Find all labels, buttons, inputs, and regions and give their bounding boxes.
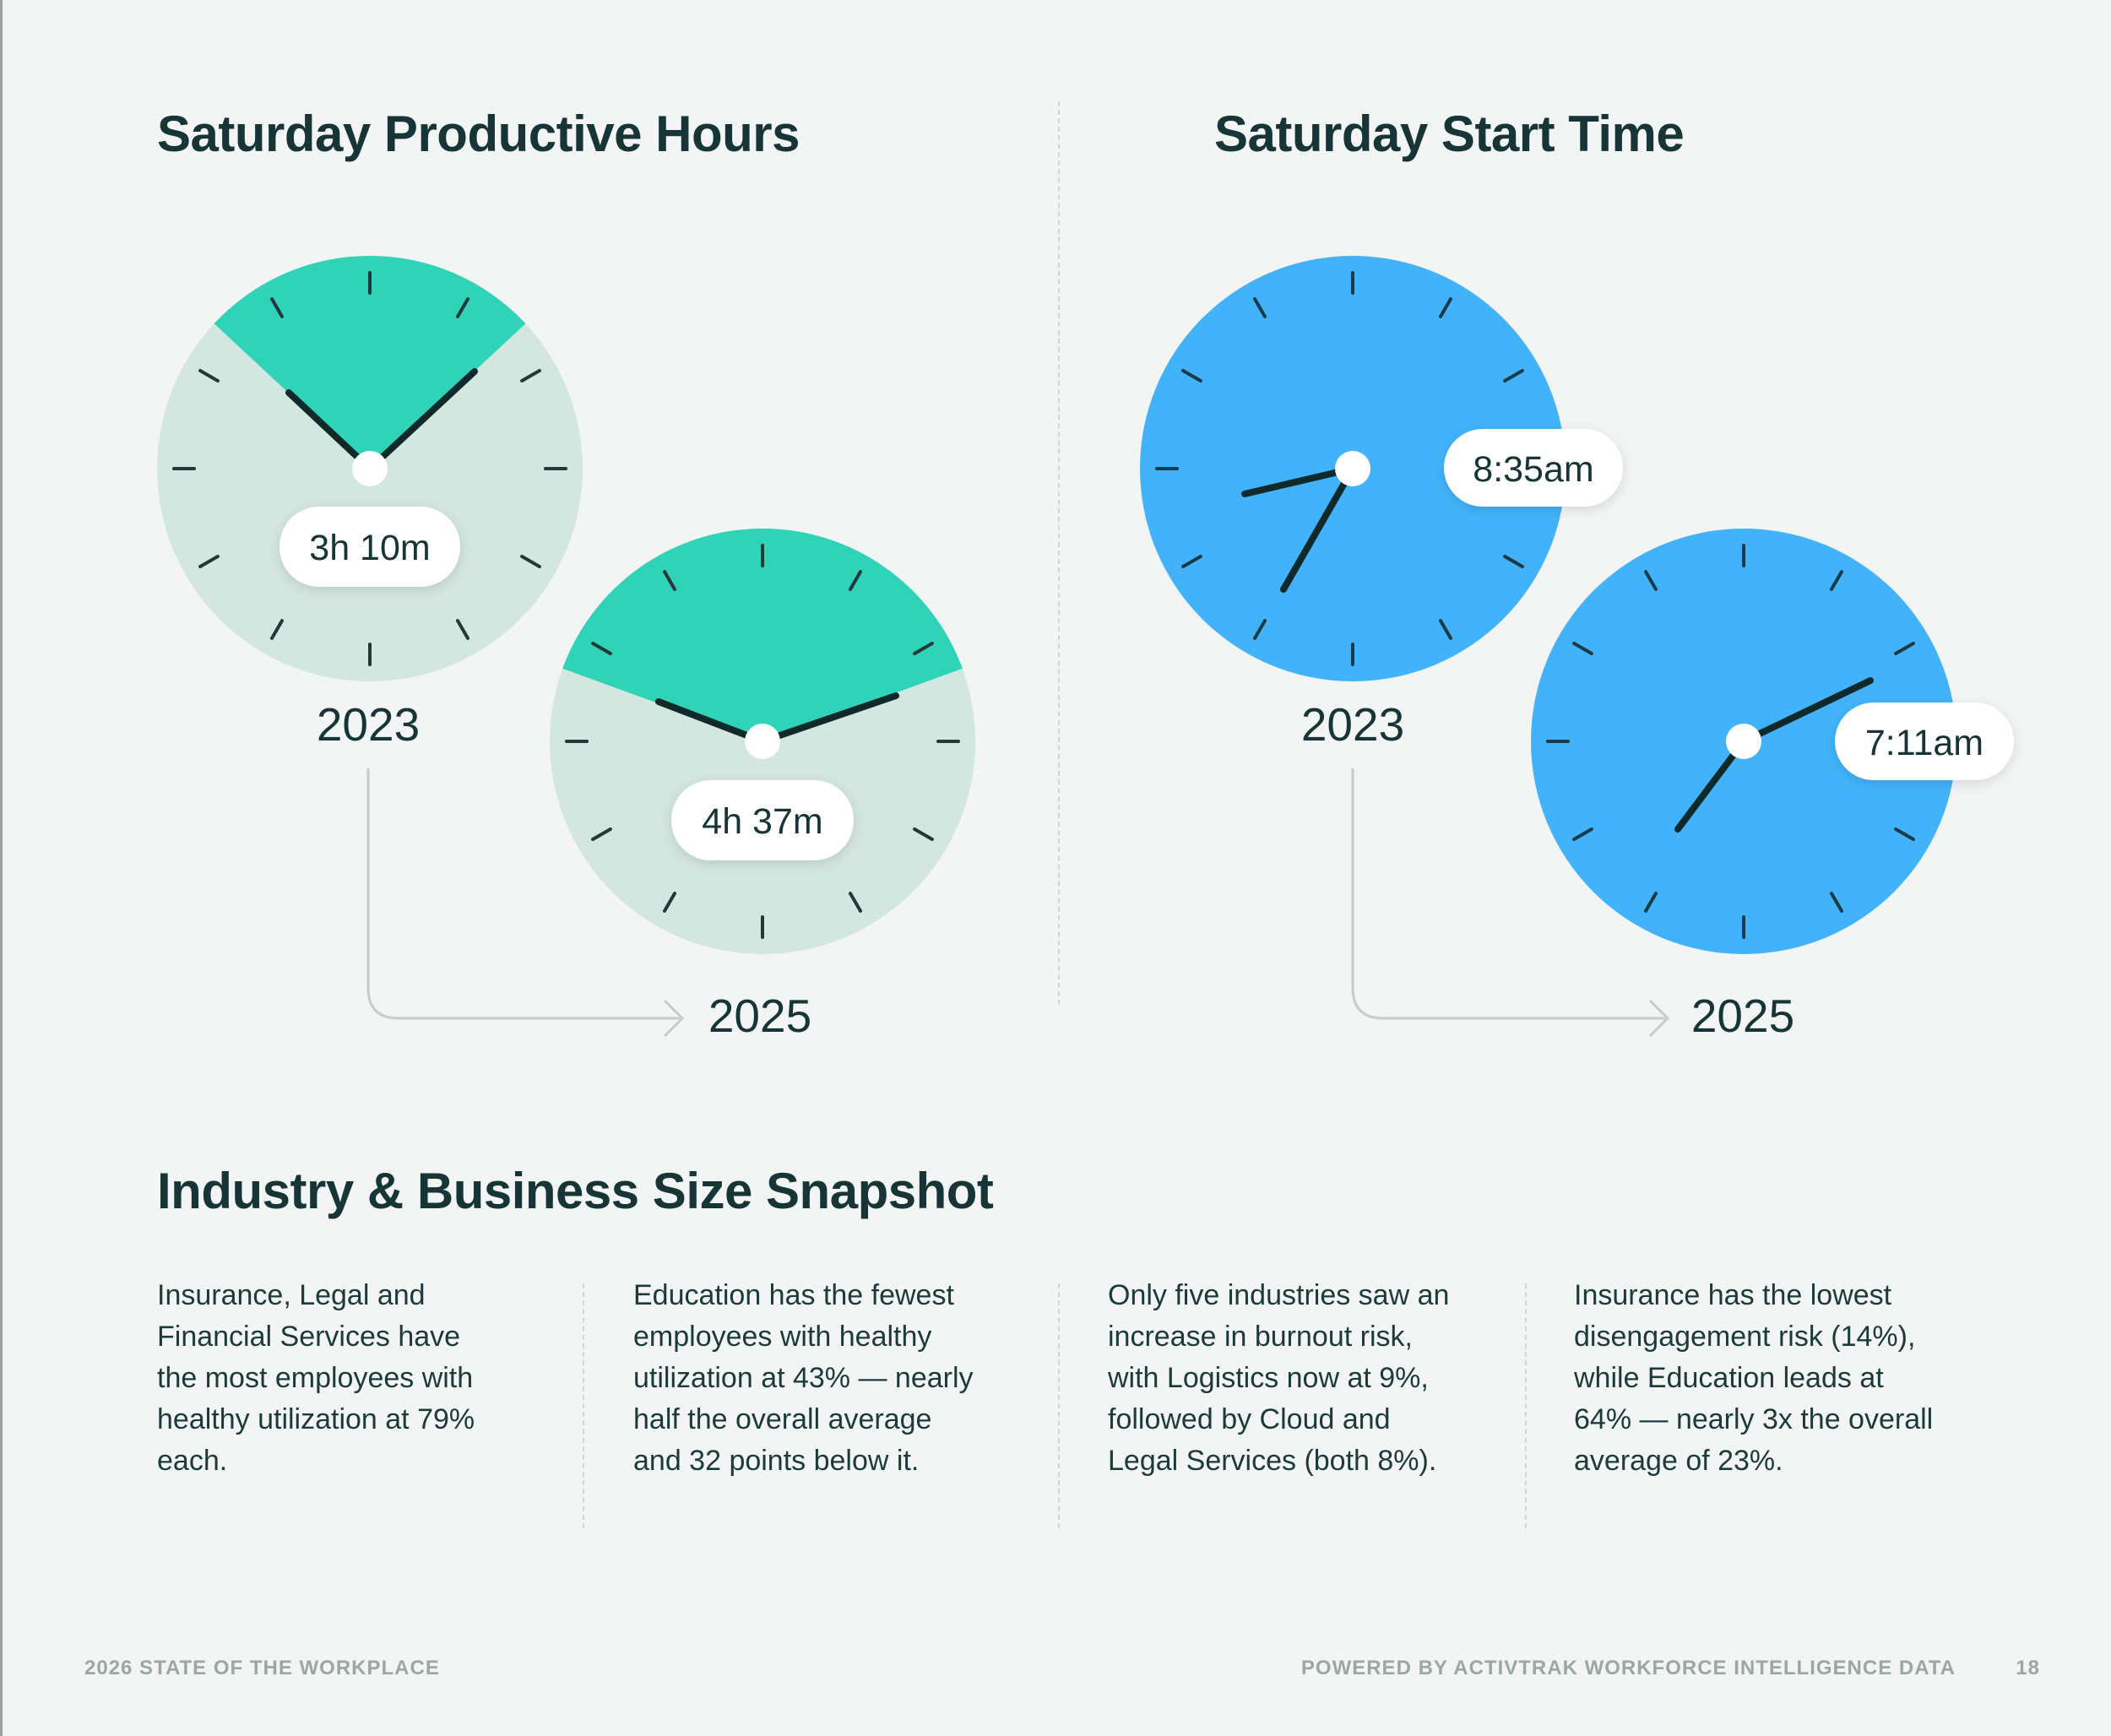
footer-left: 2026 STATE OF THE WORKPLACE: [84, 1657, 440, 1679]
productive-arrow-icon: [663, 999, 685, 1038]
start-clock-2025-icon: [1531, 529, 1956, 954]
start-arrow-icon: [1648, 999, 1670, 1038]
snapshot-title: Industry & Business Size Snapshot: [157, 1163, 994, 1219]
productive-2025-value: 4h 37m: [702, 801, 822, 842]
start-2023-pill: [1444, 429, 1623, 507]
start-time-title: Saturday Start Time: [1214, 106, 1685, 162]
snapshot-item-3: Only five industries saw an increase in …: [1108, 1279, 1450, 1477]
snapshot-divider-2: [1058, 1283, 1060, 1528]
footer-right: POWERED BY ACTIVTRAK WORKFORCE INTELLIGE…: [1300, 1657, 1956, 1679]
start-2025-pill: [1835, 703, 2014, 780]
snapshot-divider-1: [583, 1283, 584, 1528]
page-edge: [0, 0, 3, 1736]
snapshot-divider-3: [1525, 1283, 1527, 1528]
snapshot-item-2: Education has the fewest employees with …: [633, 1279, 974, 1477]
start-year-2023: 2023: [1301, 698, 1404, 751]
productive-2023-value: 3h 10m: [309, 528, 430, 568]
top-divider: [1058, 101, 1060, 1005]
start-2023-value: 8:35am: [1473, 449, 1593, 490]
productive-2023-pill: [279, 507, 460, 587]
productive-clock-2025-icon: [550, 528, 975, 954]
page-number: 18: [2016, 1657, 2040, 1679]
productive-year-2023: 2023: [317, 698, 420, 751]
start-year-2025: 2025: [1691, 990, 1794, 1042]
clock-diagram: 3h 10m 4h 37m 8:35am 7:11am 2023 2025 20…: [157, 255, 2014, 1042]
start-connector: [1351, 768, 1665, 1020]
productive-hours-title: Saturday Productive Hours: [157, 106, 800, 162]
productive-2025-pill: [671, 780, 854, 860]
snapshot-item-1: Insurance, Legal and Financial Services …: [157, 1279, 475, 1477]
snapshot-item-4: Insurance has the lowest disengagement r…: [1574, 1279, 1934, 1477]
productive-connector: [366, 768, 680, 1020]
productive-year-2025: 2025: [708, 990, 811, 1042]
productive-clock-2023-icon: [157, 255, 583, 681]
start-2025-value: 7:11am: [1865, 723, 1983, 763]
